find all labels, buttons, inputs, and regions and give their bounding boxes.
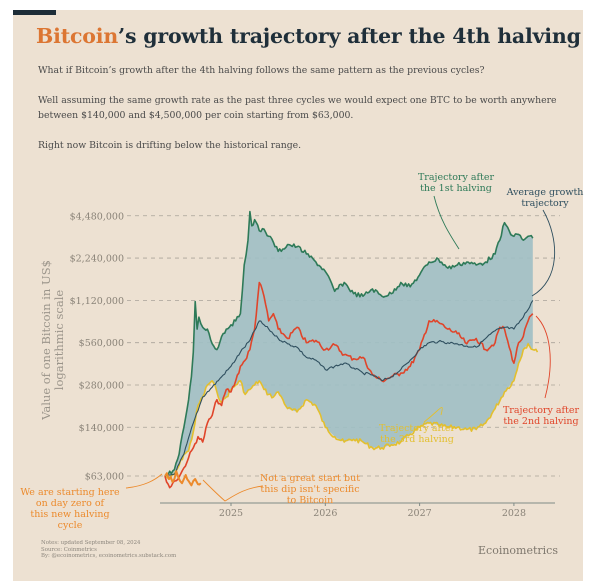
annotation-line: Trajectory after <box>503 405 580 416</box>
y-tick-label: $140,000 <box>79 423 124 434</box>
y-tick-label: $4,480,000 <box>70 211 124 222</box>
annotation-arrow <box>202 479 264 502</box>
title-accent: Bitcoin <box>36 24 119 48</box>
annotation-line: cycle <box>58 520 83 531</box>
brand-logo: Ecoinometrics <box>478 544 558 557</box>
series-line-second <box>164 281 534 489</box>
annotation-label: Trajectory after the 2nd halving <box>503 405 580 427</box>
note-by: By: @ecoinometrics, ecoinometrics.substa… <box>41 553 177 560</box>
annotation-arrow <box>433 195 460 250</box>
x-tick-label: 2028 <box>502 508 526 519</box>
annotation-label: Average growth trajectory <box>506 187 584 209</box>
footnotes: Notes: updated September 08, 2024 Source… <box>41 540 176 560</box>
annotation-line: to Bitcoin <box>287 495 334 506</box>
chart-title: Bitcoin’s growth trajectory after the 4t… <box>36 24 581 48</box>
annotation-label: Trajectory after the 3rd halving <box>379 423 456 445</box>
annotation-line: trajectory <box>521 198 569 209</box>
subtitle-paragraph-2: Well assuming the same growth rate as th… <box>38 95 557 121</box>
y-tick-label: $2,240,000 <box>70 254 124 265</box>
annotation-arrow <box>423 407 443 423</box>
annotation-label: Not a great start but this dip isn't spec… <box>260 473 360 506</box>
series-line-average <box>164 300 534 477</box>
y-tick-label: $280,000 <box>79 380 124 391</box>
subtitle-paragraph-3: Right now Bitcoin is drifting below the … <box>38 140 302 151</box>
y-axis-label-line2: logarithmic scale <box>52 290 66 391</box>
top-accent-bar <box>13 10 56 15</box>
y-tick-label: $560,000 <box>79 338 124 349</box>
annotation-line: Trajectory after <box>379 423 456 434</box>
annotation-line: the 1st halving <box>420 183 492 194</box>
annotations: Trajectory after the 1st halving Average g… <box>20 172 583 531</box>
annotation-line: Average growth <box>506 187 584 198</box>
note-source: Source: Coinmetrics <box>41 546 97 553</box>
annotation-label: We are starting here on day zero of this n… <box>20 487 120 531</box>
annotation-line: on day zero of <box>36 498 106 509</box>
annotation-line: Not a great start but <box>260 473 360 484</box>
annotation-arrow <box>531 209 556 297</box>
annotation-line: this new halving <box>30 509 109 520</box>
historical-range-band <box>165 211 533 479</box>
y-tick-label: $63,000 <box>85 472 124 483</box>
annotation-arrow <box>125 473 163 489</box>
subtitle-paragraph-1: What if Bitcoin’s growth after the 4th h… <box>38 65 485 76</box>
y-tick-labels: $4,480,000 $2,240,000 $1,120,000 $560,000 $2… <box>70 211 124 482</box>
annotation-label: Trajectory after the 1st halving <box>418 172 495 194</box>
series-lines <box>164 210 539 489</box>
y-axis-label-line1: Value of one Bitcoin in US$ <box>39 260 53 421</box>
annotation-line: the 2nd halving <box>503 416 578 427</box>
x-tick-label: 2025 <box>219 508 243 519</box>
x-tick-label: 2027 <box>408 508 432 519</box>
series-line-third <box>164 343 539 480</box>
x-tick-label: 2026 <box>313 508 337 519</box>
x-tick-labels: 2025 2026 2027 2028 <box>219 503 526 519</box>
annotation-arrow <box>535 315 551 399</box>
annotation-line: the 3rd halving <box>380 434 454 445</box>
note-updated: Notes: updated September 08, 2024 <box>41 540 141 546</box>
annotation-line: this dip isn't specific <box>260 484 359 495</box>
series-line-current <box>164 470 202 487</box>
annotation-line: We are starting here <box>20 487 120 498</box>
y-tick-label: $1,120,000 <box>70 296 124 307</box>
series-line-first <box>164 210 534 477</box>
title-rest: ’s growth trajectory after the 4th halvi… <box>118 24 581 48</box>
annotation-line: Trajectory after <box>418 172 495 183</box>
